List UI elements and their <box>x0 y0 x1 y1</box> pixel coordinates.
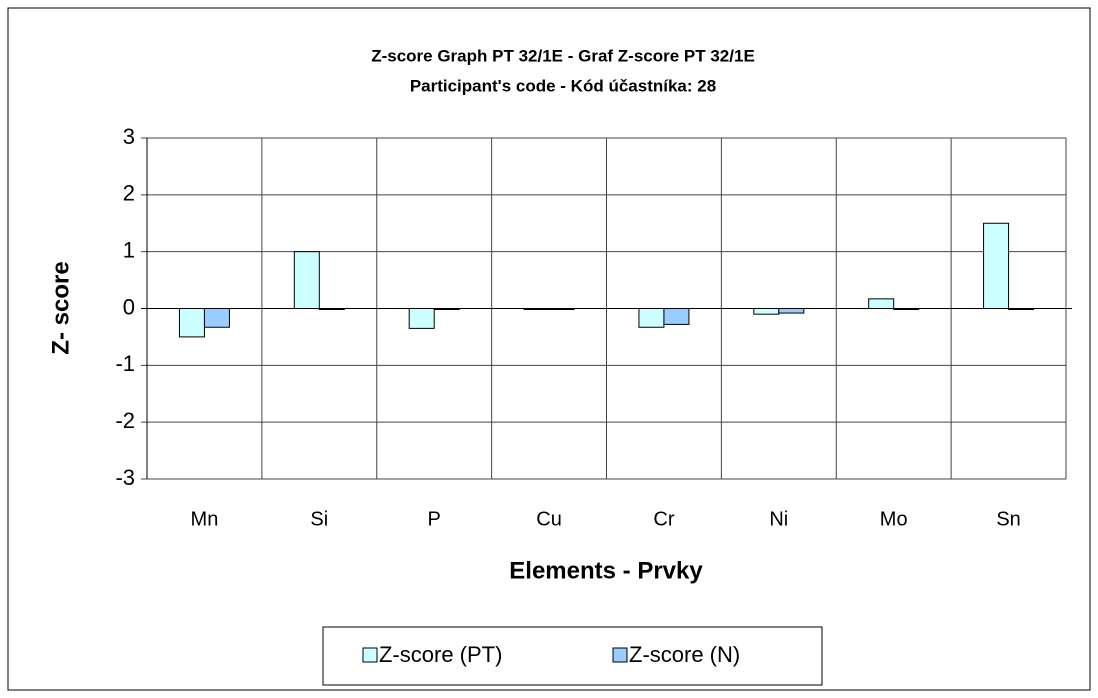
x-tick-label: Sn <box>996 508 1020 530</box>
y-tick-label: 0 <box>123 294 135 319</box>
x-tick-label: Mn <box>191 508 219 530</box>
y-axis-title: Z- score <box>47 261 74 354</box>
bar <box>548 308 575 310</box>
y-tick-label: -2 <box>115 408 135 433</box>
y-tick-label: 1 <box>123 237 135 262</box>
bar <box>178 308 205 338</box>
bar <box>293 251 320 310</box>
bar <box>753 308 780 315</box>
bar <box>1008 308 1035 310</box>
chart-subtitle: Participant's code - Kód účastníka: 28 <box>410 76 716 95</box>
legend-box <box>322 626 823 686</box>
bar <box>778 308 805 314</box>
bar <box>868 298 895 310</box>
legend-label: Z-score (PT) <box>379 642 502 667</box>
bar <box>893 308 920 310</box>
bar <box>983 222 1010 309</box>
x-tick-label: Cr <box>653 508 674 530</box>
x-tick-label: Ni <box>769 508 788 530</box>
y-tick-label: -3 <box>115 465 135 490</box>
y-tick-label: 2 <box>123 181 135 206</box>
x-axis-title: Elements - Prvky <box>509 557 703 584</box>
bar <box>203 308 230 328</box>
bar <box>318 308 345 310</box>
x-tick-label: Mo <box>880 508 908 530</box>
x-tick-label: P <box>428 508 441 530</box>
legend-swatch <box>612 647 628 663</box>
bar <box>638 308 665 328</box>
x-tick-label: Cu <box>536 508 562 530</box>
chart-title: Z-score Graph PT 32/1E - Graf Z-score PT… <box>371 46 755 65</box>
bar <box>523 308 550 310</box>
y-tick-label: -1 <box>115 351 135 376</box>
bar <box>433 308 460 310</box>
legend-swatch <box>362 647 378 663</box>
y-tick-label: 3 <box>123 124 135 149</box>
bar <box>408 308 435 329</box>
x-tick-label: Si <box>310 508 328 530</box>
legend-label: Z-score (N) <box>629 642 740 667</box>
bar <box>663 308 690 325</box>
chart-border <box>7 7 1091 691</box>
